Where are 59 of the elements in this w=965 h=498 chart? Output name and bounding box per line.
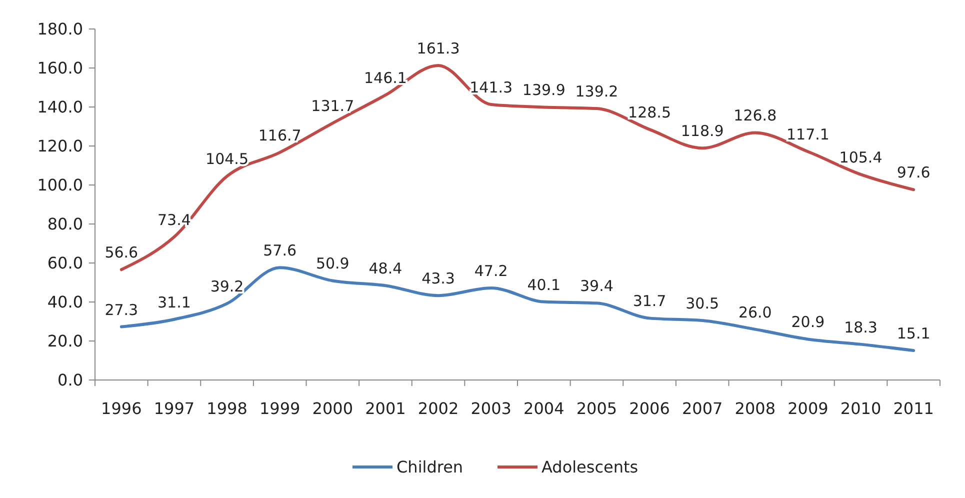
y-tick-label: 100.0 [37,176,83,195]
x-tick-label: 1999 [259,399,300,418]
x-tick-label: 2007 [682,399,723,418]
data-label: 141.3 [470,78,513,96]
data-label: 56.6 [104,244,138,262]
x-tick-label: 1997 [154,399,195,418]
data-label: 105.4 [839,148,882,166]
y-tick-label: 80.0 [47,214,83,234]
data-label: 126.8 [734,106,777,125]
x-tick-label: 2001 [365,399,406,418]
x-tick-label: 2005 [576,399,618,418]
x-tick-label: 2008 [734,399,776,418]
data-label: 139.9 [522,81,566,100]
data-label: 116.7 [258,126,302,144]
data-label: 30.5 [686,294,720,313]
data-label: 139.2 [575,82,618,101]
y-tick-label: 40.0 [47,292,83,312]
y-tick-label: 60.0 [47,254,83,273]
data-label: 43.3 [422,270,455,288]
data-label: 97.6 [896,164,930,182]
x-tick-label: 2000 [312,399,354,418]
legend-label: Adolescents [542,458,638,477]
y-tick-label: 140.0 [37,98,83,117]
y-tick-label: 20.0 [47,332,83,351]
x-tick-label: 2004 [524,399,564,418]
data-label: 47.2 [474,262,508,280]
x-tick-label: 2002 [418,399,459,418]
data-label: 20.9 [791,313,825,332]
data-label: 31.7 [632,292,666,310]
y-tick-label: 180.0 [37,20,83,39]
data-label: 26.0 [738,303,772,322]
legend-label: Children [396,458,464,477]
data-label: 48.4 [368,260,402,278]
data-label: 39.4 [580,277,614,296]
data-label: 104.5 [206,150,249,168]
data-label: 146.1 [364,69,407,88]
y-tick-label: 120.0 [37,136,83,156]
x-tick-label: 2011 [893,399,934,418]
x-tick-label: 1998 [206,399,248,418]
data-label: 27.3 [104,300,138,319]
data-label: 128.5 [628,103,672,122]
data-label: 15.1 [896,324,930,343]
x-tick-label: 2006 [629,399,670,418]
data-label: 40.1 [527,276,561,294]
data-label: 117.1 [786,126,830,144]
x-tick-label: 2010 [840,399,882,418]
data-label: 39.2 [210,278,244,296]
data-label: 131.7 [311,97,354,116]
data-label: 31.1 [158,293,191,312]
x-tick-label: 2003 [470,399,512,418]
data-label: 50.9 [316,254,350,273]
y-tick-label: 0.0 [58,370,83,390]
data-label: 57.6 [263,242,297,260]
y-tick-label: 160.0 [37,58,83,78]
data-label: 18.3 [844,318,878,336]
data-label: 161.3 [416,39,460,58]
x-tick-label: 1996 [101,399,142,418]
data-label: 118.9 [680,122,724,140]
x-tick-label: 2009 [788,399,828,418]
